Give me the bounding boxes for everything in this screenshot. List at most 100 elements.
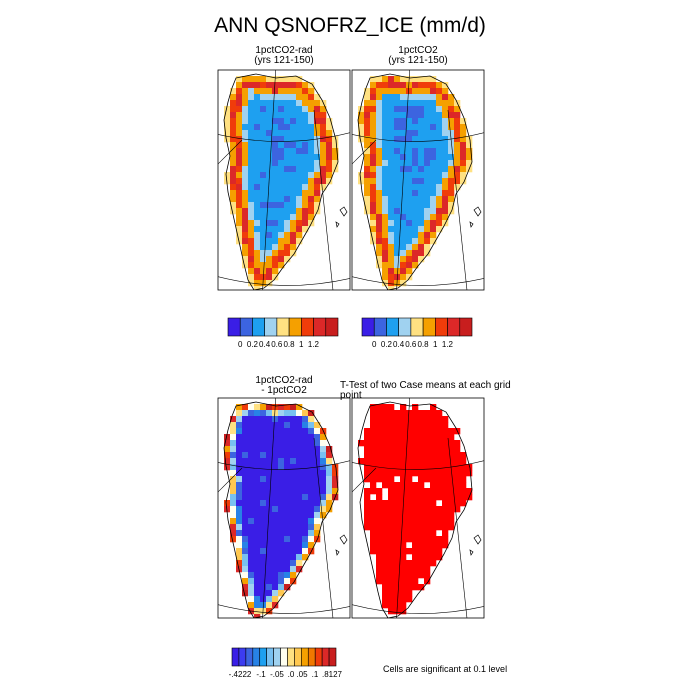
grid-cell <box>412 422 419 429</box>
grid-cell <box>448 148 455 155</box>
grid-cell <box>424 566 431 573</box>
grid-cell <box>296 118 303 125</box>
grid-cell <box>412 100 419 107</box>
grid-cell <box>248 512 255 519</box>
grid-cell <box>394 94 401 101</box>
grid-cell <box>388 428 395 435</box>
grid-cell <box>230 130 237 137</box>
grid-cell <box>394 184 401 191</box>
grid-cell <box>260 536 267 543</box>
grid-cell <box>296 542 303 549</box>
colorbar-tick-label: 1 <box>433 340 438 349</box>
grid-cell <box>394 202 401 209</box>
grid-cell <box>418 422 425 429</box>
grid-cell <box>314 202 321 209</box>
grid-cell <box>290 470 297 477</box>
coastline <box>357 401 473 618</box>
grid-cell <box>406 476 413 483</box>
grid-cell <box>320 172 327 179</box>
grid-cell <box>400 470 407 477</box>
grid-cell <box>230 536 237 543</box>
grid-cell <box>442 214 449 221</box>
grid-cell <box>424 572 431 579</box>
grid-cell <box>412 464 419 471</box>
grid-cell <box>424 154 431 161</box>
grid-cell <box>290 148 297 155</box>
grid-cell <box>308 160 315 167</box>
grid-cell <box>284 112 291 119</box>
grid-cell <box>454 452 461 459</box>
grid-cell <box>400 410 407 417</box>
grid-cell <box>382 422 389 429</box>
grid-cell <box>302 142 309 149</box>
grid-cell <box>242 100 249 107</box>
grid-cell <box>418 470 425 477</box>
grid-cell <box>382 250 389 257</box>
grid-cell <box>266 446 273 453</box>
grid-cell <box>364 160 371 167</box>
grid-cell <box>272 190 279 197</box>
grid-cell <box>412 148 419 155</box>
grid-cell <box>284 130 291 137</box>
longitude-line <box>262 70 277 290</box>
grid-cell <box>308 154 315 161</box>
grid-cell <box>454 482 461 489</box>
grid-cell <box>406 446 413 453</box>
colorbar-swatch <box>361 317 375 337</box>
grid-cell <box>406 202 413 209</box>
grid-cell <box>320 166 327 173</box>
grid-cell <box>448 100 455 107</box>
grid-cell <box>332 160 339 167</box>
grid-cell <box>424 178 431 185</box>
grid-cell <box>296 476 303 483</box>
grid-cell <box>442 530 449 537</box>
grid-cell <box>400 184 407 191</box>
grid-cell <box>460 458 467 465</box>
grid-cell <box>406 524 413 531</box>
grid-cell <box>388 154 395 161</box>
grid-cell <box>260 76 267 83</box>
grid-cell <box>254 548 261 555</box>
grid-cell <box>442 536 449 543</box>
grid-cell <box>418 130 425 137</box>
grid-cell <box>448 500 455 507</box>
grid-cell <box>272 428 279 435</box>
grid-cell <box>394 148 401 155</box>
grid-cell <box>418 512 425 519</box>
grid-cell <box>272 452 279 459</box>
grid-cell <box>260 256 267 263</box>
grid-cell <box>364 202 371 209</box>
grid-cell <box>442 524 449 531</box>
grid-cell <box>412 404 419 411</box>
grid-cell <box>284 434 291 441</box>
grid-cell <box>418 238 425 245</box>
grid-cell <box>388 118 395 125</box>
grid-cell <box>260 184 267 191</box>
grid-cell <box>424 148 431 155</box>
grid-cell <box>266 422 273 429</box>
grid-cell <box>308 458 315 465</box>
grid-cell <box>364 494 371 501</box>
grid-cell <box>296 530 303 537</box>
grid-cell <box>436 440 443 447</box>
grid-cell <box>448 506 455 513</box>
grid-cell <box>260 578 267 585</box>
grid-cell <box>272 226 279 233</box>
grid-cell <box>290 106 297 113</box>
grid-cell <box>448 160 455 167</box>
grid-cell <box>454 184 461 191</box>
grid-cell <box>284 566 291 573</box>
grid-cell <box>254 608 261 615</box>
grid-cell <box>284 488 291 495</box>
grid-cell <box>406 530 413 537</box>
grid-cell <box>382 404 389 411</box>
grid-cell <box>314 452 321 459</box>
grid-cell <box>260 554 267 561</box>
grid-cell <box>460 500 467 507</box>
grid-cell <box>224 452 231 459</box>
grid-cell <box>326 494 333 501</box>
grid-cell <box>242 422 249 429</box>
grid-cell <box>302 160 309 167</box>
grid-cell <box>254 190 261 197</box>
grid-cell <box>278 178 285 185</box>
